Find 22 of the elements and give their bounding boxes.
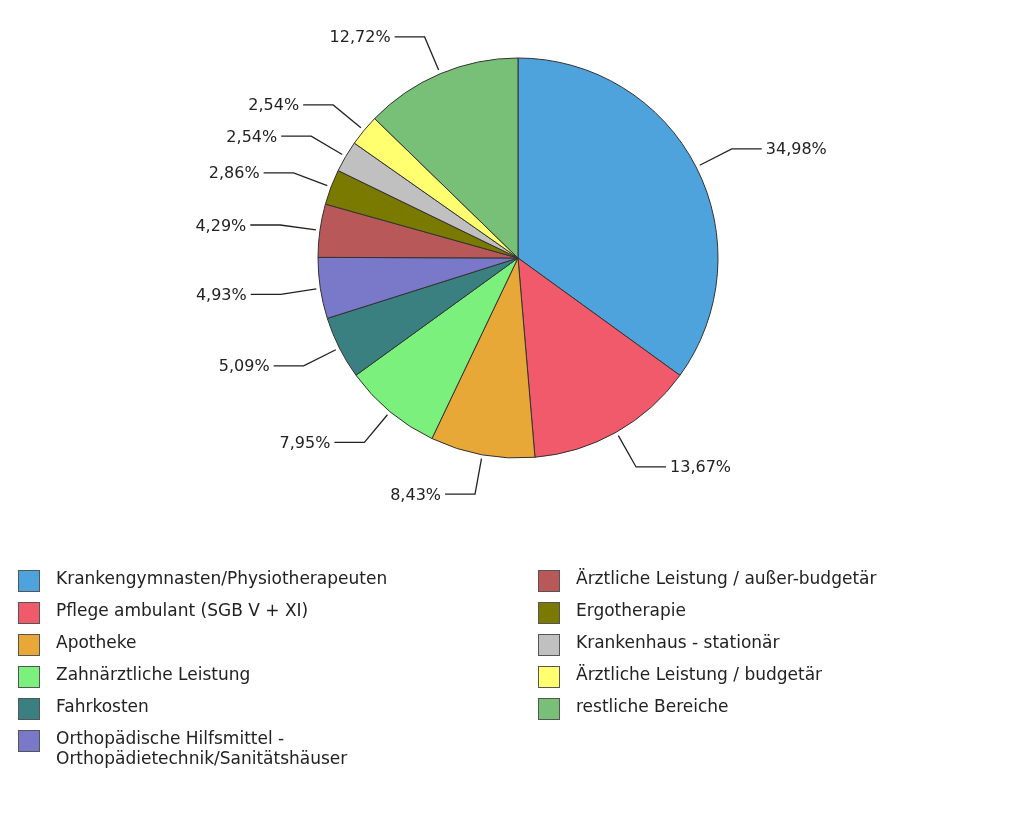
legend-label: Fahrkosten [56,696,149,716]
legend-label: Ergotherapie [576,600,686,620]
legend-label: Krankenhaus - stationär [576,632,780,652]
data-label: 13,67% [670,457,732,477]
data-label: 4,93% [195,284,247,304]
legend-label: Krankengymnasten/Physiotherapeuten [56,568,388,588]
data-label: 7,95% [279,432,331,452]
data-label: 34,98% [765,139,827,159]
legend-label: Apotheke [56,632,137,652]
legend-label: Ärztliche Leistung / budgetär [576,664,823,684]
data-label: 2,54% [248,95,300,115]
data-label: 2,86% [208,163,260,183]
data-label: 4,29% [195,215,247,235]
legend-label: Ärztliche Leistung / außer-budgetär [576,568,877,588]
data-label: 8,43% [390,484,442,504]
legend-label: Zahnärztliche Leistung [56,664,251,684]
legend-label: Orthopädische Hilfsmittel - Orthopädietechnik/Sanitätshäuser [56,728,349,768]
legend-label: Pflege ambulant (SGB V + XI) [56,600,309,620]
data-label: 5,09% [218,356,270,376]
data-label: 12,72% [329,27,391,47]
legend-label: restliche Bereiche [576,696,729,716]
data-label: 2,54% [226,126,278,146]
